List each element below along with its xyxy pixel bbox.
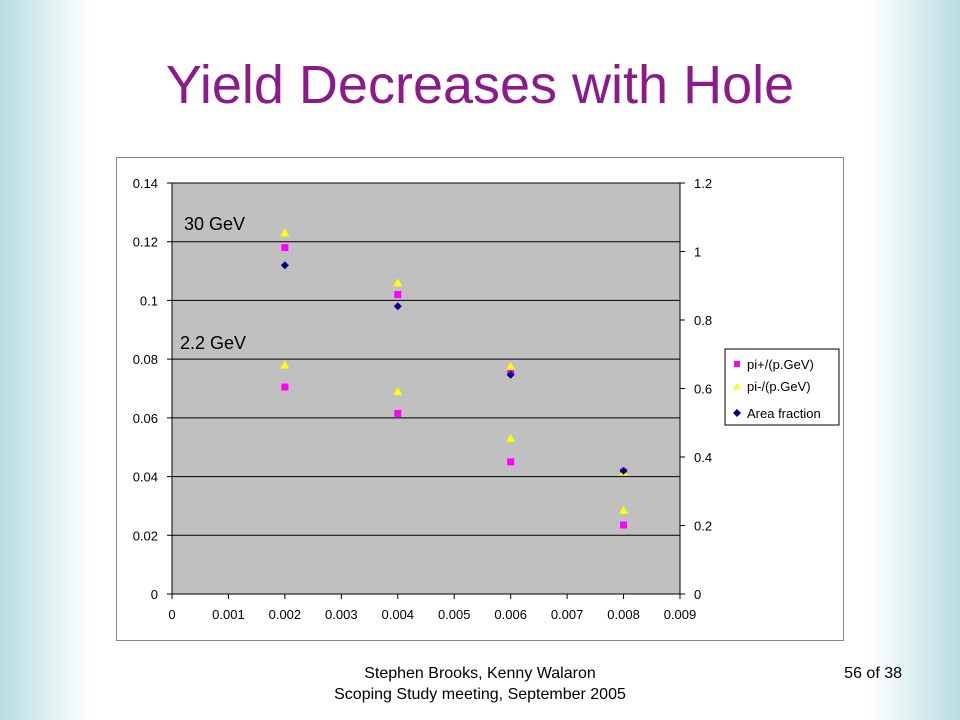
data-points [280, 228, 629, 529]
legend-box [724, 348, 840, 426]
x-tick-label: 0.001 [212, 607, 245, 622]
y-tick-label: 0.02 [133, 528, 158, 543]
legend-marker-pi-plus [734, 361, 740, 367]
y2-tick-label: 0.4 [694, 450, 712, 465]
data-point-square [281, 244, 289, 252]
data-point-diamond [280, 261, 289, 270]
data-point-diamond [619, 466, 628, 475]
data-point-square [394, 291, 402, 299]
y-tick-label: 0.04 [133, 470, 158, 485]
y-tick-label: 0.1 [140, 293, 158, 308]
x-tick-label: 0.003 [325, 607, 358, 622]
slide-number: 56 of 38 [844, 665, 902, 682]
legend-marker-pi-minus [733, 383, 741, 389]
data-point-diamond [506, 370, 515, 379]
footer-meeting: Scoping Study meeting, September 2005 [334, 686, 626, 703]
data-point-diamond [393, 302, 402, 311]
axis-ticks: 0 0.02 0.04 0.06 0.08 0.1 0.12 0.14 0 0.2 0.4 0.6 0.… [133, 176, 712, 622]
data-point-triangle [506, 361, 516, 370]
legend: pi+/(p.GeV) pi-/(p.GeV) Area fraction [724, 348, 840, 426]
y-tick-label: 0.14 [133, 176, 158, 191]
y2-tick-label: 1 [694, 245, 701, 260]
y-tick-label: 0 [151, 587, 158, 602]
y2-tick-label: 0.8 [694, 313, 712, 328]
scatter-chart: 0 0.02 0.04 0.06 0.08 0.1 0.12 0.14 0 0.2 0.4 0.6 0.… [133, 176, 840, 622]
annotation-2-2-gev: 2.2 GeV [180, 333, 246, 353]
data-point-square [281, 383, 289, 391]
slide-title: Yield Decreases with Hole [165, 55, 795, 115]
y2-tick-label: 0.2 [694, 519, 712, 534]
x-tick-label: 0.004 [382, 607, 415, 622]
data-point-triangle [506, 433, 516, 442]
x-tick-label: 0.009 [664, 607, 697, 622]
y-tick-label: 0.12 [133, 235, 158, 250]
footer-authors: Stephen Brooks, Kenny Walaron [364, 665, 596, 682]
data-point-square [507, 458, 515, 466]
x-tick-label: 0.007 [551, 607, 584, 622]
data-point-triangle [393, 386, 403, 395]
y2-tick-label: 1.2 [694, 176, 712, 191]
x-tick-label: 0 [168, 607, 175, 622]
x-tick-label: 0.006 [494, 607, 527, 622]
data-point-square [394, 409, 402, 417]
data-point-triangle [619, 505, 629, 514]
y-tick-label: 0.08 [133, 352, 158, 367]
x-tick-label: 0.002 [269, 607, 302, 622]
data-point-square [620, 521, 628, 529]
chart-frame: 0 0.02 0.04 0.06 0.08 0.1 0.12 0.14 0 0.2 0.4 0.6 0.… [116, 157, 844, 641]
y2-tick-label: 0.6 [694, 382, 712, 397]
data-point-triangle [280, 228, 290, 237]
plot-area [172, 183, 680, 594]
y2-tick-label: 0 [694, 587, 701, 602]
x-tick-label: 0.008 [607, 607, 640, 622]
legend-label-pi-minus: pi-/(p.GeV) [747, 379, 811, 394]
x-tick-label: 0.005 [438, 607, 471, 622]
annotation-30-gev: 30 GeV [184, 214, 245, 234]
data-point-triangle [393, 278, 403, 287]
data-point-triangle [280, 360, 290, 369]
legend-marker-area-fraction [733, 409, 741, 417]
y-tick-label: 0.06 [133, 411, 158, 426]
legend-label-pi-plus: pi+/(p.GeV) [747, 357, 814, 372]
legend-label-area-fraction: Area fraction [747, 406, 821, 421]
gridlines [172, 182, 680, 536]
